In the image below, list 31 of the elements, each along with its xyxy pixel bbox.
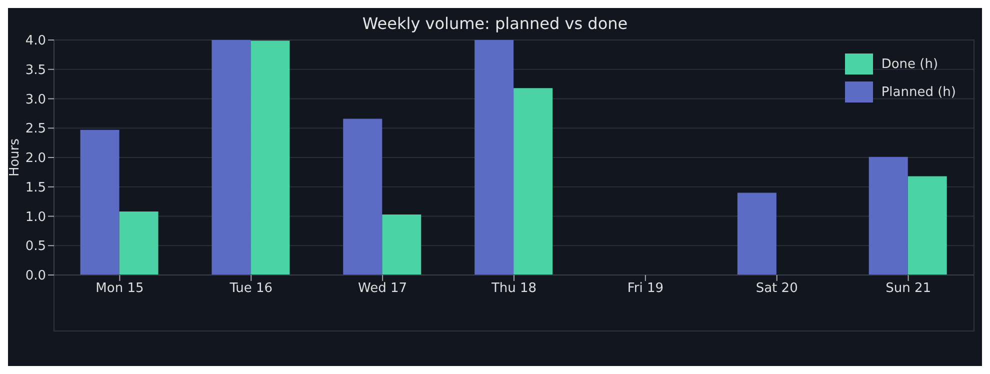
bar xyxy=(250,40,290,275)
bar xyxy=(474,40,514,275)
bar xyxy=(737,192,776,275)
bar xyxy=(212,40,251,275)
x-tick-label: Wed 17 xyxy=(358,281,408,296)
bar xyxy=(514,88,553,275)
y-tick-label: 1.5 xyxy=(25,180,46,196)
y-tick-label: 3.0 xyxy=(25,92,46,108)
x-tick-label: Mon 15 xyxy=(96,281,144,296)
bar xyxy=(80,130,120,275)
legend-label: Done (h) xyxy=(881,56,938,72)
y-tick-label: 1.0 xyxy=(25,210,46,225)
y-tick-label: 2.5 xyxy=(25,122,46,137)
bar xyxy=(119,212,158,275)
x-tick-label: Tue 16 xyxy=(228,281,273,296)
y-tick-label: 2.0 xyxy=(25,151,46,166)
y-tick-label: 0.5 xyxy=(25,239,46,254)
x-tick-label: Fri 19 xyxy=(627,281,664,296)
y-axis-title: Hours xyxy=(8,138,23,177)
y-tick-label: 0.0 xyxy=(25,268,46,284)
x-tick-label: Sat 20 xyxy=(756,281,798,296)
bar xyxy=(868,156,908,275)
x-tick-label: Thu 18 xyxy=(490,281,537,296)
legend-label: Planned (h) xyxy=(881,84,956,100)
bar xyxy=(908,176,947,275)
bar xyxy=(382,214,422,275)
x-tick-label: Sun 21 xyxy=(886,281,931,296)
y-tick-label: 4.0 xyxy=(25,34,46,49)
y-tick-label: 3.5 xyxy=(25,62,46,78)
chart-title: Weekly volume: planned vs done xyxy=(361,14,629,33)
bar xyxy=(343,118,382,275)
